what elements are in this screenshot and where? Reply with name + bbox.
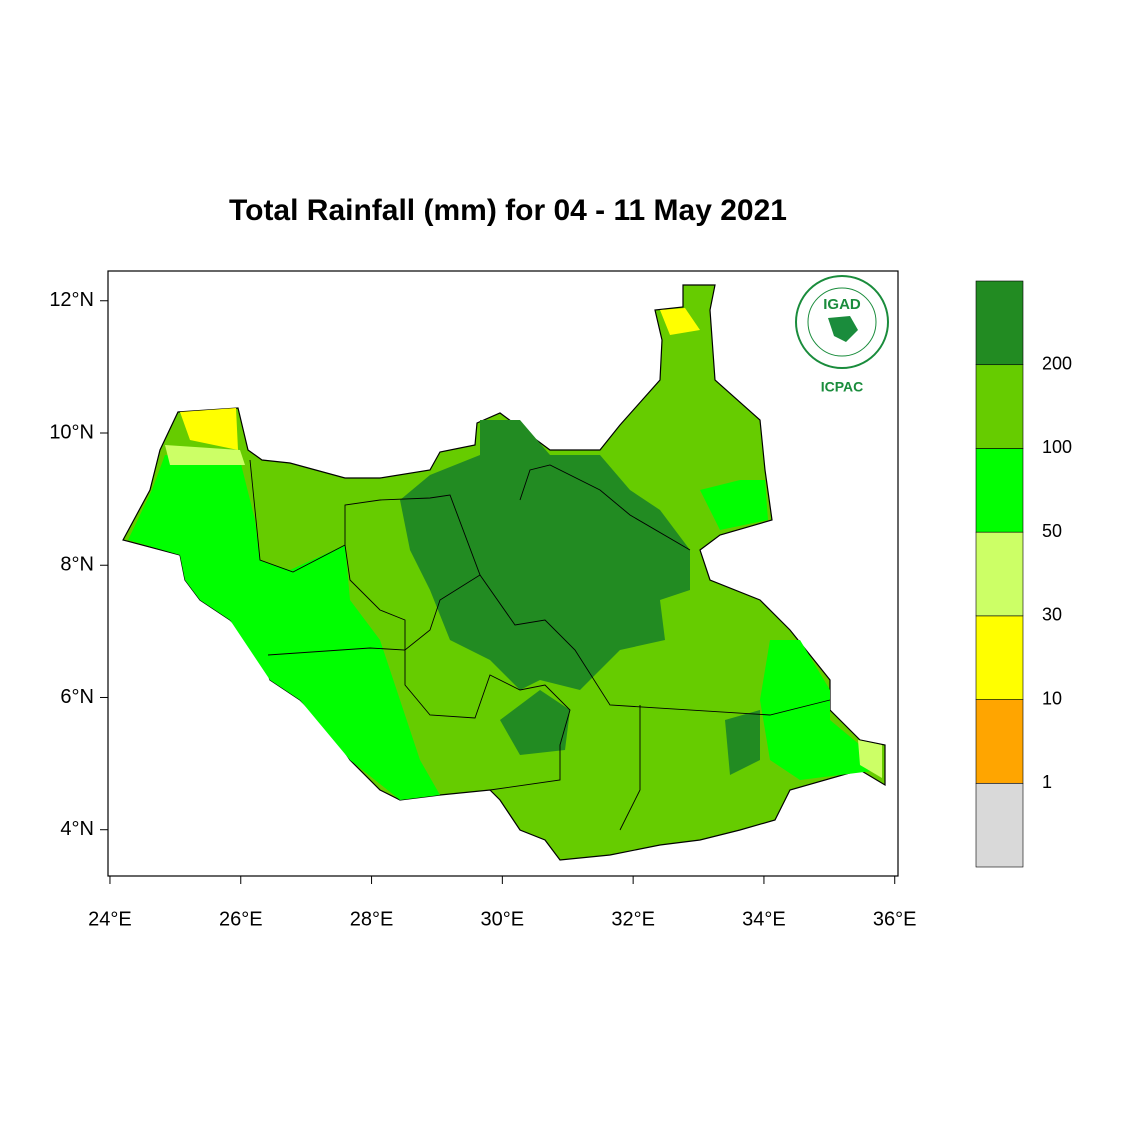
heavy-zone-south: [500, 690, 570, 755]
logo-caption: ICPAC: [821, 379, 864, 395]
x-tick-label: 26°E: [219, 908, 263, 930]
wet-zone-southeast: [760, 640, 880, 780]
colorbar-swatch: [975, 280, 1024, 366]
colorbar-swatch: [975, 615, 1024, 700]
colorbar-swatch: [975, 782, 1024, 868]
colorbar-label: 30: [1042, 605, 1062, 625]
heavy-zone-central: [400, 420, 690, 690]
x-tick-label: 32°E: [611, 908, 655, 930]
moderate-zone-north: [165, 445, 245, 465]
x-tick-label: 28°E: [350, 908, 394, 930]
colorbar-label: 50: [1042, 521, 1062, 541]
dry-zone-north: [660, 308, 700, 335]
state-boundaries: [519, 464, 691, 551]
moderate-zone-southeast: [858, 740, 882, 778]
heavy-zone-east: [725, 710, 760, 775]
x-tick-label: 36°E: [873, 908, 917, 930]
dry-zone-northwest: [180, 408, 238, 450]
logo-map: [828, 316, 858, 342]
y-tick-label: 6°N: [60, 686, 94, 708]
y-tick-label: 8°N: [60, 554, 94, 576]
plot-frame: [107, 270, 899, 877]
logo-name: IGAD: [823, 296, 861, 313]
y-tick-label: 4°N: [60, 818, 94, 840]
x-tick-label: 30°E: [481, 908, 525, 930]
x-tick-label: 24°E: [88, 908, 132, 930]
y-tick-label: 10°N: [49, 421, 94, 443]
colorbar-label: 200: [1042, 353, 1072, 373]
state-boundaries: [619, 705, 641, 831]
colorbar-swatch: [975, 699, 1024, 784]
map-area: [122, 284, 886, 861]
colorbar-swatch: [975, 531, 1024, 617]
colorbar-label: 10: [1042, 688, 1062, 708]
y-tick-label: 12°N: [49, 289, 94, 311]
colorbar-label: 100: [1042, 437, 1072, 457]
colorbar-label: 1: [1042, 772, 1052, 792]
state-boundaries: [267, 647, 571, 791]
map-title: Total Rainfall (mm) for 04 - 11 May 2021: [229, 194, 787, 227]
x-tick-label: 34°E: [742, 908, 786, 930]
colorbar-swatch: [975, 364, 1024, 449]
state-boundaries: [479, 574, 831, 716]
wet-zone-east: [700, 480, 768, 530]
state-boundaries: [249, 459, 481, 651]
logo-ring: [807, 287, 877, 357]
colorbar-swatch: [975, 448, 1024, 533]
wet-zone-west: [128, 455, 440, 800]
logo: IGAD ICPAC: [795, 275, 889, 395]
